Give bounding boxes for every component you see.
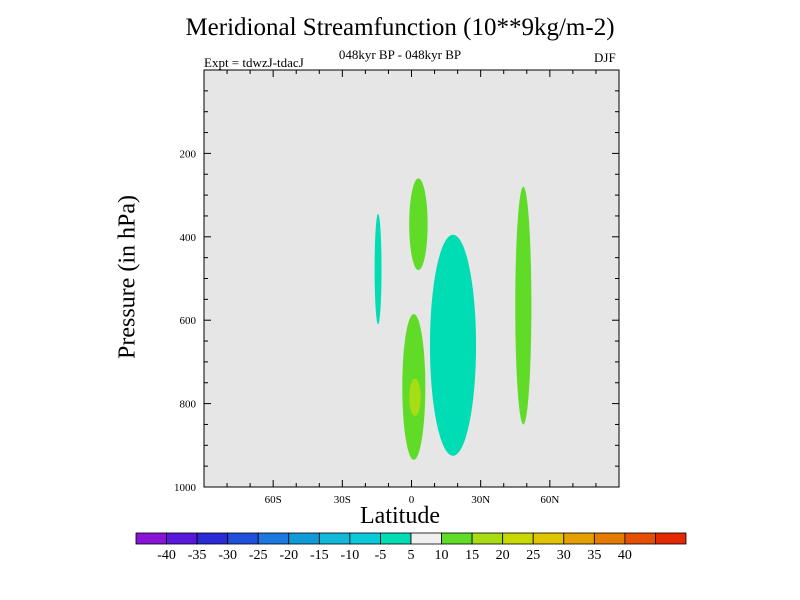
contour-region-1 [409, 178, 428, 271]
colorbar-label: 20 [496, 548, 510, 563]
colorbar-label: -35 [188, 548, 207, 563]
colorbar-cell [318, 532, 351, 545]
season-label: DJF [594, 50, 616, 65]
colorbar-label: -15 [310, 548, 329, 563]
colorbar-label: 5 [408, 548, 415, 563]
colorbar-label: 30 [557, 548, 571, 563]
colorbar-cell [441, 532, 473, 545]
x-tick-label: 30S [334, 494, 351, 506]
colorbar-cell [655, 532, 687, 545]
contour-region-0 [374, 213, 382, 325]
y-tick-label: 400 [180, 232, 197, 244]
x-tick-label: 60N [540, 494, 559, 506]
colorbar-cell [532, 532, 565, 545]
contour-region-5 [515, 186, 532, 425]
colorbar-cell [288, 532, 320, 545]
contour-region-2 [429, 234, 477, 456]
y-tick-label: 600 [180, 315, 197, 327]
colorbar-cell [563, 532, 595, 545]
colorbar-cell [502, 532, 534, 545]
colorbar-cell [166, 532, 198, 545]
x-tick-label: 60S [265, 494, 282, 506]
colorbar-label: -40 [157, 548, 176, 563]
colorbar-cell [410, 532, 442, 545]
colorbar-cell [227, 532, 259, 545]
colorbar-cell [196, 532, 229, 545]
contour-regions [374, 178, 532, 460]
colorbar-cell [593, 532, 626, 545]
colorbar-label: 25 [526, 548, 540, 563]
colorbar-cell [135, 532, 167, 545]
chart-subtitle: 048kyr BP - 048kyr BP [338, 47, 462, 62]
x-axis-label: Latitude [360, 503, 440, 529]
axis-ticks: 60S 30S 0 30N 60N 200 400 600 800 1000 [174, 70, 619, 506]
colorbar-label: -20 [279, 548, 298, 563]
chart-title: Meridional Streamfunction (10**9kg/m-2) [185, 14, 615, 41]
colorbar-label: -25 [249, 548, 268, 563]
colorbar-label: 15 [465, 548, 479, 563]
y-tick-label: 200 [180, 148, 197, 160]
colorbar-cell [349, 532, 381, 545]
y-tick-label: 1000 [174, 482, 197, 494]
colorbar: -40 -35 -30 -25 -20 -15 -10 -5 5 10 15 20 25 30 35 40 [135, 532, 687, 563]
colorbar-label: 40 [618, 548, 632, 563]
colorbar-label: 10 [435, 548, 449, 563]
colorbar-label: -10 [341, 548, 360, 563]
colorbar-cell [624, 532, 656, 545]
plot-frame [203, 69, 620, 488]
colorbar-label: -30 [218, 548, 237, 563]
x-tick-label: 30N [471, 494, 490, 506]
colorbar-label: 35 [587, 548, 601, 563]
colorbar-cell [380, 532, 412, 545]
contour-region-4 [409, 378, 421, 417]
x-tick-label: 0 [409, 494, 415, 506]
colorbar-label: -5 [375, 548, 387, 563]
experiment-label: Expt = tdwzJ-tdacJ [204, 55, 304, 70]
colorbar-cell [471, 532, 504, 545]
colorbar-cell [257, 532, 290, 545]
y-tick-label: 800 [180, 399, 197, 411]
